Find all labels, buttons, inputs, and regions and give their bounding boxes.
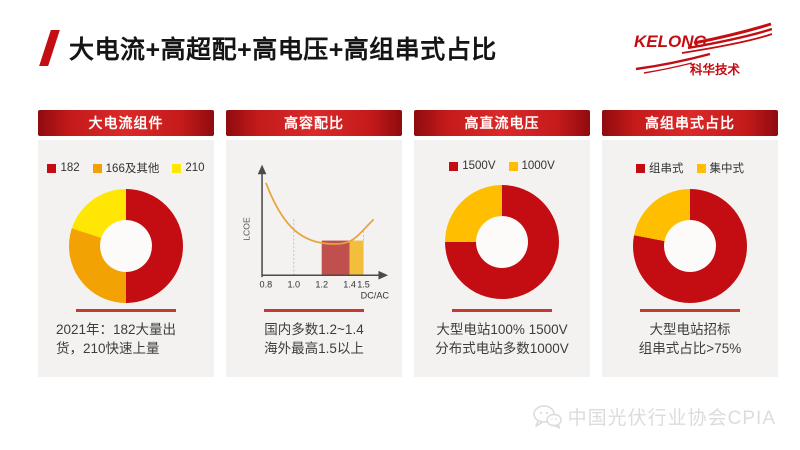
legend-item: 集中式 <box>696 160 745 176</box>
band-domestic-1p2-1p4 <box>321 240 350 276</box>
panel-body: 组串式 集中式 大型电站招标 组串式占比>75% <box>602 140 778 377</box>
legend-label: 组串式 <box>649 163 684 175</box>
legend-label: 166及其他 <box>105 163 160 175</box>
color-swatch <box>172 163 182 173</box>
caption-divider <box>76 309 176 312</box>
legend-label: 1500V <box>462 160 496 172</box>
caption-divider <box>452 309 552 312</box>
donut-hole <box>100 220 152 272</box>
color-swatch <box>696 163 706 173</box>
donut-hole <box>476 216 528 268</box>
color-swatch <box>636 163 645 173</box>
legend-label: 集中式 <box>709 163 745 175</box>
lcoe-line-chart: LCOE 0.8 1.0 1.2 1.4 1.5 DC/AC <box>242 164 390 300</box>
color-swatch <box>449 161 459 171</box>
donut-chart-dc-voltage <box>445 185 559 299</box>
panel-large-current-modules: 大电流组件 182 166及其他 210 <box>38 110 214 377</box>
logo-brand-text: KELONG <box>634 32 707 51</box>
caption-divider <box>640 309 740 312</box>
panel-banner: 高容配比 <box>226 110 402 136</box>
x-tick-label: 1.5 <box>357 280 370 290</box>
y-axis-label: LCOE <box>242 217 252 241</box>
panel-banner: 大电流组件 <box>38 110 214 136</box>
legend-item: 166及其他 <box>92 160 160 176</box>
lcoe-curve <box>265 182 375 245</box>
x-tick-label: 1.2 <box>315 280 328 290</box>
legend-item: 1000V <box>508 160 555 172</box>
watermark-text: 中国光伏行业协会CPIA <box>567 408 776 429</box>
slash-icon <box>39 30 60 66</box>
legend-item: 210 <box>172 162 205 174</box>
legend-label: 182 <box>60 162 80 174</box>
color-swatch <box>47 163 57 173</box>
panel-high-dc-ac-ratio: 高容配比 LCOE <box>226 110 402 377</box>
legend-label: 210 <box>185 162 205 174</box>
legend-item: 1500V <box>449 160 496 172</box>
x-axis-label: DC/AC <box>361 290 390 300</box>
chart-legend: 1500V 1000V <box>449 160 555 172</box>
chart-legend: 182 166及其他 210 <box>47 160 205 176</box>
panel-banner: 高组串式占比 <box>602 110 778 136</box>
x-axis-arrow-icon <box>378 270 389 280</box>
panel-string-inverter-share: 高组串式占比 组串式 集中式 <box>602 110 778 377</box>
chart-legend: 组串式 集中式 <box>636 160 744 176</box>
x-tick-label: 1.4 <box>343 280 356 290</box>
panel-body: LCOE 0.8 1.0 1.2 1.4 1.5 DC/AC 国内多数1.2~1… <box>226 140 402 377</box>
panel-body: 182 166及其他 210 202 <box>38 140 214 377</box>
panel-caption: 大型电站招标 组串式占比>75% <box>638 321 742 357</box>
caption-divider <box>264 309 364 312</box>
panel-body: 1500V 1000V 大型电站100% 1500V 分布式电站多数1000V <box>414 140 590 377</box>
color-swatch <box>508 161 518 171</box>
legend-item: 182 <box>47 162 80 174</box>
panel-banner: 高直流电压 <box>414 110 590 136</box>
x-tick-label: 1.0 <box>287 280 300 290</box>
x-tick-label: 0.8 <box>260 280 273 290</box>
logo-company-text: 科华技术 <box>690 62 741 77</box>
color-swatch <box>92 163 102 173</box>
watermark: 中国光伏行业协会CPIA <box>532 403 776 430</box>
donut-hole <box>664 220 716 272</box>
header: 大电流+高超配+高电压+高组串式占比 <box>39 30 497 66</box>
y-axis-arrow-icon <box>257 164 267 175</box>
kelong-logo: KELONG 科华技术 <box>634 22 772 77</box>
panel-caption: 国内多数1.2~1.4 海外最高1.5以上 <box>264 321 364 357</box>
legend-label: 1000V <box>521 160 555 172</box>
band-overseas-1p4-1p5 <box>349 240 364 276</box>
panel-caption: 2021年：182大量出 货，210快速上量 <box>56 321 177 357</box>
panel-caption: 大型电站100% 1500V 分布式电站多数1000V <box>435 321 569 357</box>
panel-high-dc-voltage: 高直流电压 1500V 1000V <box>414 110 590 377</box>
legend-item: 组串式 <box>636 160 684 176</box>
panels-row: 大电流组件 182 166及其他 210 <box>38 110 778 377</box>
wechat-icon <box>532 404 562 429</box>
donut-chart-module-sizes <box>69 189 183 303</box>
donut-chart-inverter-type <box>633 189 747 303</box>
page-title: 大电流+高超配+高电压+高组串式占比 <box>69 36 497 64</box>
swoosh-icon <box>635 22 772 74</box>
